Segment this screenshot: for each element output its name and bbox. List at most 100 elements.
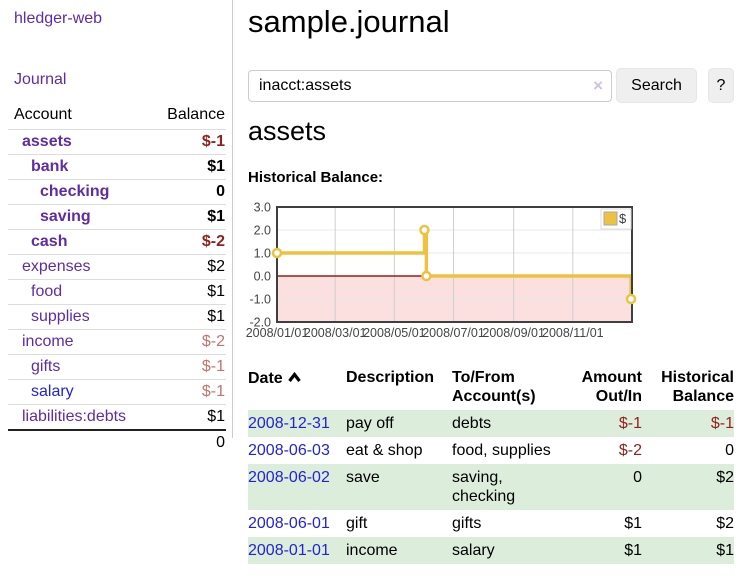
transaction-accounts: saving, checking — [452, 469, 516, 505]
sidebar: hledger-web Journal Account Balance asse… — [0, 0, 233, 455]
nav-journal-link[interactable]: Journal — [14, 71, 67, 88]
y-tick-label: -1.0 — [249, 292, 271, 306]
transaction-date-link[interactable]: 2008-06-01 — [248, 515, 330, 532]
legend-label: $ — [619, 211, 627, 226]
register-row: 2008-06-01 gift gifts $1 $2 — [248, 510, 734, 537]
transaction-date-link[interactable]: 2008-01-01 — [248, 542, 330, 559]
transaction-description: save — [346, 469, 380, 486]
register-col-accounts: To/From Account(s) — [452, 369, 536, 405]
transaction-amount: $1 — [624, 542, 642, 559]
account-balance: $1 — [148, 279, 226, 305]
account-balance: $-1 — [148, 379, 226, 405]
account-link-food[interactable]: food — [31, 283, 63, 300]
data-point-marker — [625, 293, 637, 305]
register-col-amount: Amount Out/In — [581, 369, 642, 405]
page-title: sample.journal — [248, 4, 450, 39]
y-tick-label: -2.0 — [249, 315, 271, 329]
legend-swatch — [603, 211, 618, 226]
account-link-supplies[interactable]: supplies — [31, 308, 90, 325]
x-tick-label: 2008/09/01 — [482, 326, 545, 340]
account-link-liabilities-debts[interactable]: liabilities:debts — [22, 408, 127, 425]
transaction-description: pay off — [346, 415, 394, 432]
account-balance: $2 — [148, 254, 226, 280]
x-tick-label: 2008/01/01 — [246, 326, 309, 340]
account-row: checking 0 — [8, 179, 226, 205]
account-link-salary[interactable]: salary — [31, 383, 74, 400]
account-link-saving[interactable]: saving — [40, 208, 91, 225]
account-row: supplies $1 — [8, 304, 226, 330]
accounts-table: Account Balance assets $-1 bank $1 check… — [8, 102, 226, 455]
account-link-income[interactable]: income — [22, 333, 74, 350]
account-link-bank[interactable]: bank — [31, 158, 69, 175]
register-col-description: Description — [346, 369, 435, 386]
account-link-assets[interactable]: assets — [22, 133, 72, 150]
data-point-marker — [419, 224, 430, 236]
transaction-balance: $1 — [716, 542, 734, 559]
search-input[interactable] — [249, 71, 579, 101]
brand-link[interactable]: hledger-web — [14, 10, 103, 27]
account-row: food $1 — [8, 279, 226, 305]
account-balance: $-1 — [148, 354, 226, 380]
account-link-gifts[interactable]: gifts — [31, 358, 61, 375]
transaction-date-link[interactable]: 2008-06-03 — [248, 442, 330, 459]
account-row: expenses $2 — [8, 254, 226, 280]
accounts-col-balance: Balance — [167, 106, 225, 123]
help-button[interactable]: ? — [708, 68, 734, 103]
account-row: income $-2 — [8, 329, 226, 355]
transaction-amount: $-2 — [618, 442, 642, 459]
account-row: cash $-2 — [8, 229, 226, 255]
account-balance: $-1 — [148, 129, 226, 155]
transaction-date-link[interactable]: 2008-12-31 — [248, 415, 330, 432]
account-link-expenses[interactable]: expenses — [22, 258, 91, 275]
transaction-description: gift — [346, 515, 368, 532]
account-balance: $1 — [148, 404, 226, 430]
transaction-accounts: food, supplies — [452, 442, 551, 459]
register-row: 2008-01-01 income salary $1 $1 — [248, 537, 734, 564]
register-table: Date Description To/From Account(s) Amou… — [248, 364, 734, 564]
data-point-marker — [421, 270, 432, 282]
register-col-date[interactable]: Date — [248, 364, 346, 410]
y-tick-label: 2.0 — [254, 223, 271, 237]
x-tick-label: 2008/11/01 — [542, 326, 604, 340]
accounts-total-value: 0 — [148, 429, 226, 455]
register-row: 2008-12-31 pay off debts $-1 $-1 — [248, 410, 734, 437]
account-balance: $1 — [148, 304, 226, 330]
transaction-balance: 0 — [725, 442, 734, 459]
sort-ascending-icon — [287, 368, 301, 387]
account-link-checking[interactable]: checking — [40, 183, 110, 200]
account-row: liabilities:debts $1 — [8, 404, 226, 430]
account-row: salary $-1 — [8, 379, 226, 405]
balance-chart-svg: 3.0 2.0 1.0 0.0 -1.0 -2.02008/01/012008/03/01… — [246, 200, 637, 340]
account-balance: $-2 — [148, 329, 226, 355]
transaction-amount: $-1 — [618, 415, 642, 432]
x-tick-label: 2008/07/01 — [422, 326, 485, 340]
register-row: 2008-06-03 eat & shop food, supplies $-2… — [248, 437, 734, 464]
y-tick-label: 0.0 — [254, 269, 271, 283]
account-heading: assets — [248, 116, 327, 146]
transaction-balance: $2 — [716, 515, 734, 532]
clear-search-icon[interactable]: × — [593, 76, 603, 95]
transaction-description: eat & shop — [346, 442, 423, 459]
register-header-row: Date Description To/From Account(s) Amou… — [248, 364, 734, 410]
plot-border — [276, 206, 633, 323]
account-balance: $-2 — [148, 229, 226, 255]
transaction-balance: $2 — [716, 469, 734, 486]
register-col-date-label: Date — [248, 370, 283, 387]
account-balance: $1 — [148, 154, 226, 180]
account-balance: $1 — [148, 204, 226, 230]
transaction-date-link[interactable]: 2008-06-02 — [248, 469, 330, 486]
search-box: × — [248, 70, 612, 102]
search-button[interactable]: Search — [616, 68, 697, 103]
account-row: saving $1 — [8, 204, 226, 230]
transaction-amount: 0 — [633, 469, 642, 486]
balance-chart[interactable]: 3.0 2.0 1.0 0.0 -1.0 -2.0 2008/01/01 2008/03/01… — [244, 196, 640, 344]
data-point-marker — [271, 247, 283, 259]
transaction-amount: $1 — [624, 515, 642, 532]
y-tick-label: 1.0 — [254, 246, 271, 260]
register-row: 2008-06-02 save saving, checking 0 $2 — [248, 464, 734, 510]
account-link-cash[interactable]: cash — [31, 233, 68, 250]
account-balance: 0 — [148, 179, 226, 205]
accounts-col-account: Account — [14, 106, 72, 123]
y-tick-label: 3.0 — [254, 200, 271, 214]
chart-legend: $ — [600, 208, 632, 230]
